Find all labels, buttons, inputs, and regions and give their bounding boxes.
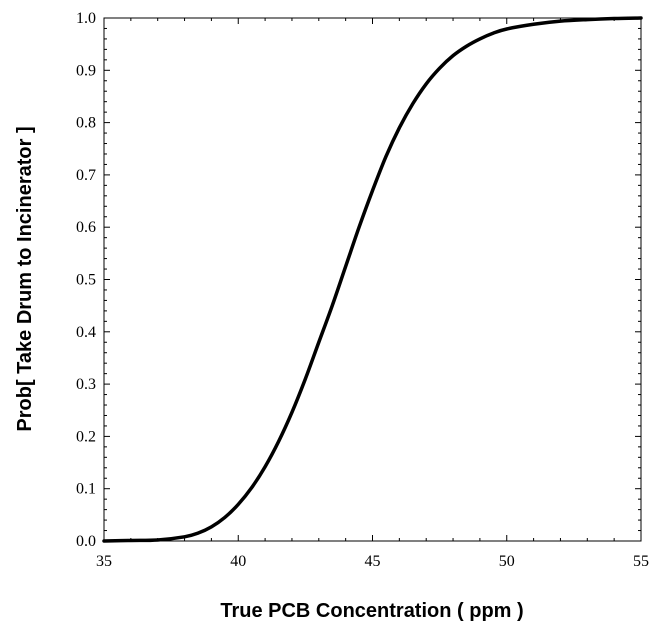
y-tick-label: 0.1: [76, 481, 96, 498]
y-tick-label: 0.2: [76, 428, 96, 445]
plot-frame: [103, 17, 642, 542]
y-tick-label: 0.7: [76, 167, 96, 184]
y-tick-label: 0.6: [76, 219, 96, 236]
major-ticks: [103, 17, 642, 542]
y-tick-label: 0.3: [76, 376, 96, 393]
y-tick-label: 0.0: [76, 533, 96, 550]
x-tick-label: 50: [499, 553, 515, 570]
x-tick-label: 55: [633, 553, 649, 570]
y-tick-label: 0.9: [76, 62, 96, 79]
y-tick-label: 1.0: [76, 10, 96, 27]
minor-ticks: [104, 18, 641, 541]
series-line: [102, 16, 643, 543]
series-group: [102, 16, 643, 543]
y-tick-label: 0.4: [76, 324, 96, 341]
y-tick-label: 0.5: [76, 272, 96, 289]
x-tick-labels: 35 40 45 50 55: [96, 553, 649, 570]
y-axis-title: Prob[ Take Drum to Incinerator ]: [14, 126, 36, 431]
y-tick-label: 0.8: [76, 115, 96, 132]
y-tick-labels: 0.0 0.1 0.2 0.3 0.4 0.5 0.6 0.7 0.8 0.9 1.0: [76, 10, 96, 550]
x-tick-label: 35: [96, 553, 112, 570]
x-tick-label: 45: [365, 553, 381, 570]
x-tick-label: 40: [230, 553, 246, 570]
x-axis-title: True PCB Concentration ( ppm ): [220, 600, 523, 622]
